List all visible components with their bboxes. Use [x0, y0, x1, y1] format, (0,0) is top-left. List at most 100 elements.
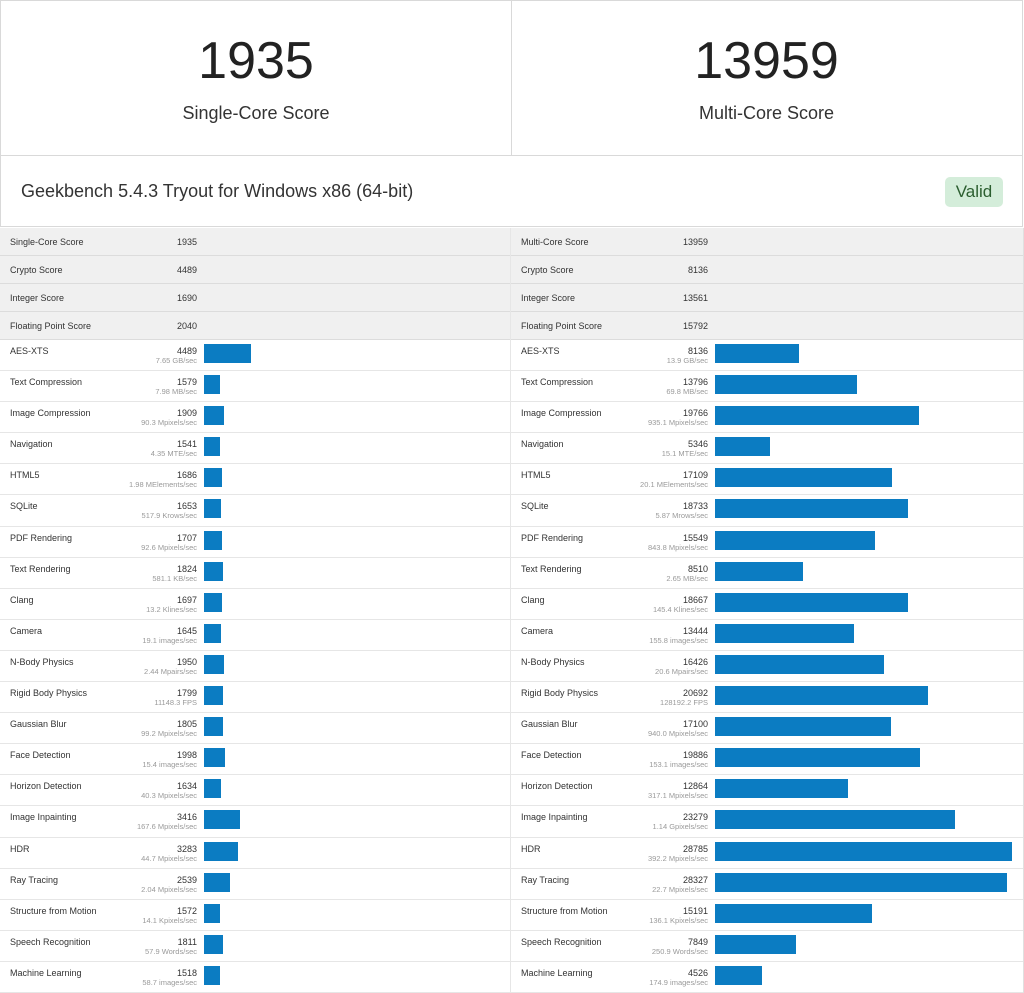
benchmark-bar	[204, 717, 223, 737]
benchmark-row: Speech Recognition 1811 57.9 Words/sec	[0, 930, 510, 962]
summary-name: Multi-Core Score	[521, 237, 589, 247]
benchmark-detail: 155.8 images/sec	[649, 635, 708, 645]
benchmark-score: 8510	[687, 563, 708, 574]
benchmark-bar-chart	[204, 748, 225, 768]
benchmark-score: 1634	[176, 781, 197, 792]
benchmark-bar	[204, 468, 222, 488]
benchmark-bar-chart	[204, 717, 223, 737]
benchmark-detail: 128192.2 FPS	[660, 698, 708, 708]
benchmark-detail: 99.2 Mpixels/sec	[141, 729, 197, 739]
benchmark-row: Speech Recognition 7849 250.9 Words/sec	[511, 930, 1023, 962]
benchmark-bar-chart	[715, 686, 928, 706]
benchmark-row: Navigation 5346 15.1 MTE/sec	[511, 433, 1023, 465]
benchmark-bar-chart	[204, 468, 222, 488]
benchmark-score: 17109	[682, 470, 708, 481]
benchmark-row: Horizon Detection 12864 317.1 Mpixels/sec	[511, 775, 1023, 807]
benchmark-score: 4489	[176, 346, 197, 356]
benchmark-detail: 11148.3 FPS	[154, 698, 197, 708]
benchmark-row: HTML5 17109 20.1 MElements/sec	[511, 464, 1023, 496]
benchmark-detail: 90.3 Mpixels/sec	[141, 418, 197, 428]
summary-value: 2040	[176, 321, 197, 331]
benchmark-detail: 250.9 Words/sec	[651, 946, 708, 956]
benchmark-row: N-Body Physics 1950 2.44 Mpairs/sec	[0, 650, 510, 683]
benchmark-score: 28785	[682, 843, 708, 854]
benchmark-name: AES-XTS	[10, 346, 49, 356]
benchmark-name: N-Body Physics	[10, 656, 74, 667]
summary-row: Crypto Score 4489	[0, 256, 510, 284]
benchmark-row: Gaussian Blur 17100 940.0 Mpixels/sec	[511, 713, 1023, 745]
summary-row: Integer Score 1690	[0, 284, 510, 312]
benchmark-name: Text Compression	[10, 377, 83, 388]
benchmark-name: Text Compression	[521, 377, 594, 388]
benchmark-bar-chart	[204, 437, 220, 457]
benchmark-score: 19886	[682, 750, 708, 761]
benchmark-bar	[715, 406, 919, 426]
benchmark-name: Horizon Detection	[521, 781, 593, 792]
summary-row: Floating Point Score 15792	[511, 312, 1023, 340]
benchmark-row: N-Body Physics 16426 20.6 Mpairs/sec	[511, 650, 1023, 683]
benchmark-row: Structure from Motion 15191 136.1 Kpixels/…	[511, 899, 1023, 931]
version-title: Geekbench 5.4.3 Tryout for Windows x86 (…	[21, 181, 414, 201]
benchmark-bar-chart	[715, 561, 803, 581]
benchmark-name: Machine Learning	[10, 967, 82, 978]
benchmark-detail: 167.6 Mpixels/sec	[136, 822, 197, 832]
benchmark-bar-chart	[204, 903, 220, 923]
benchmark-name: Structure from Motion	[10, 905, 97, 916]
benchmark-bar	[204, 437, 220, 457]
benchmark-bar	[204, 654, 224, 674]
benchmark-detail: 145.4 Klines/sec	[652, 604, 708, 614]
benchmark-row: Clang 1697 13.2 Klines/sec	[0, 588, 510, 620]
benchmark-name: HDR	[10, 843, 30, 854]
benchmark-detail: 935.1 Mpixels/sec	[647, 418, 708, 428]
benchmark-name: Camera	[521, 625, 554, 636]
benchmark-score: 1824	[176, 563, 197, 574]
benchmark-bar-chart	[715, 375, 857, 395]
benchmark-bar-chart	[204, 561, 223, 581]
benchmark-detail: 14.1 Kpixels/sec	[142, 915, 197, 925]
benchmark-bar	[715, 686, 928, 706]
benchmark-score: 1653	[176, 501, 197, 512]
benchmark-score: 1686	[176, 470, 197, 481]
benchmark-bar-chart	[204, 841, 238, 861]
summary-value: 13959	[682, 237, 708, 247]
single-core-score-label: Single-Core Score	[182, 103, 330, 123]
benchmark-detail: 69.8 MB/sec	[666, 387, 708, 397]
benchmark-bar	[204, 810, 240, 830]
benchmark-row: Structure from Motion 1572 14.1 Kpixels/se…	[0, 899, 510, 931]
benchmark-bar-chart	[204, 872, 230, 892]
benchmark-bar-chart	[715, 406, 919, 426]
benchmark-score: 15191	[682, 905, 708, 916]
benchmark-bar	[715, 375, 857, 395]
benchmark-bar-chart	[715, 654, 884, 674]
benchmark-bar	[715, 965, 762, 985]
benchmark-name: Image Compression	[10, 408, 91, 419]
benchmark-bar	[715, 623, 854, 643]
benchmark-score: 12864	[682, 781, 708, 792]
benchmark-bar	[715, 748, 920, 768]
benchmark-detail: 317.1 Mpixels/sec	[647, 791, 708, 801]
benchmark-bar-chart	[715, 965, 762, 985]
benchmark-name: HTML5	[521, 470, 551, 481]
benchmark-bar-chart	[715, 810, 955, 830]
summary-row: Integer Score 13561	[511, 284, 1023, 312]
benchmark-detail: 7.65 GB/sec	[155, 356, 197, 365]
benchmark-bar-chart	[204, 965, 220, 985]
single-core-column: Single-Core Score 1935 Crypto Score 4489 Int…	[0, 228, 510, 993]
benchmark-name: Clang	[521, 594, 545, 605]
benchmark-bar-chart	[715, 779, 848, 799]
benchmark-bar-chart	[204, 406, 224, 426]
benchmark-score: 1645	[176, 625, 197, 636]
benchmark-detail: 40.3 Mpixels/sec	[141, 791, 197, 801]
column-divider	[510, 228, 511, 993]
benchmark-bar-chart	[204, 592, 222, 612]
benchmark-score: 1541	[176, 439, 197, 450]
benchmark-score: 18667	[682, 594, 708, 605]
benchmark-score: 3416	[176, 812, 197, 823]
benchmark-detail: 1.14 Gpixels/sec	[652, 822, 708, 832]
benchmark-bar-chart	[715, 592, 908, 612]
benchmark-bar	[204, 623, 221, 643]
benchmark-bar	[715, 903, 872, 923]
benchmark-score: 1707	[176, 532, 197, 543]
benchmark-bar	[715, 561, 803, 581]
benchmark-score: 15549	[682, 532, 708, 543]
